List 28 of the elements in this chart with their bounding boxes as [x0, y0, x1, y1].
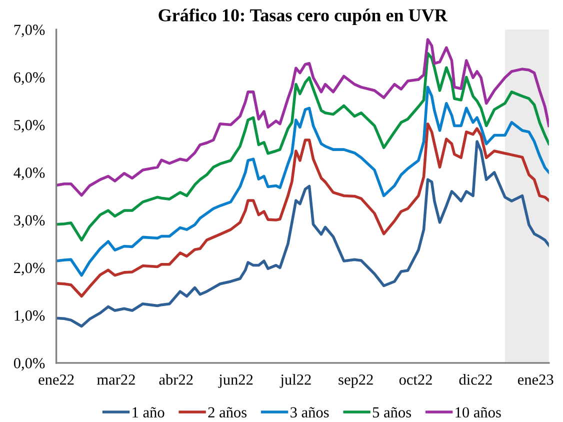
y-tick-label: 1,0% — [14, 310, 45, 323]
y-tick-label: 3,0% — [14, 215, 45, 228]
y-tick-label: 6,0% — [14, 72, 45, 85]
x-tick-label: oct22 — [399, 374, 432, 385]
y-tick-label: 5,0% — [14, 120, 45, 132]
x-tick-label: abr22 — [159, 374, 193, 385]
y-tick-label: 0,0% — [14, 358, 45, 371]
legend-label: 3 años — [290, 407, 329, 418]
line-series — [56, 86, 549, 277]
line-series — [56, 140, 549, 328]
legend-label: 10 años — [456, 407, 501, 418]
legend-label: 1 año — [132, 407, 164, 418]
y-tick-label: 4,0% — [14, 168, 45, 180]
x-tick-label: dic22 — [459, 374, 492, 385]
legend-label: 2 años — [208, 407, 247, 418]
y-tick-label: 7,0% — [14, 24, 45, 38]
line-series — [56, 52, 549, 242]
line-series — [56, 122, 549, 298]
x-tick-label: jun22 — [218, 374, 253, 388]
line-series — [56, 38, 549, 197]
x-tick-label: ene23 — [518, 374, 554, 385]
x-tick-label: ene22 — [38, 374, 74, 385]
x-tick-label: jul22 — [280, 374, 311, 388]
chart-title: Gráfico 10: Tasas cero cupón en UVR — [158, 8, 448, 26]
y-tick-label: 2,0% — [14, 262, 45, 276]
x-tick-label: sep22 — [338, 374, 373, 388]
x-tick-label: mar22 — [97, 374, 135, 385]
legend-label: 5 años — [372, 407, 411, 418]
